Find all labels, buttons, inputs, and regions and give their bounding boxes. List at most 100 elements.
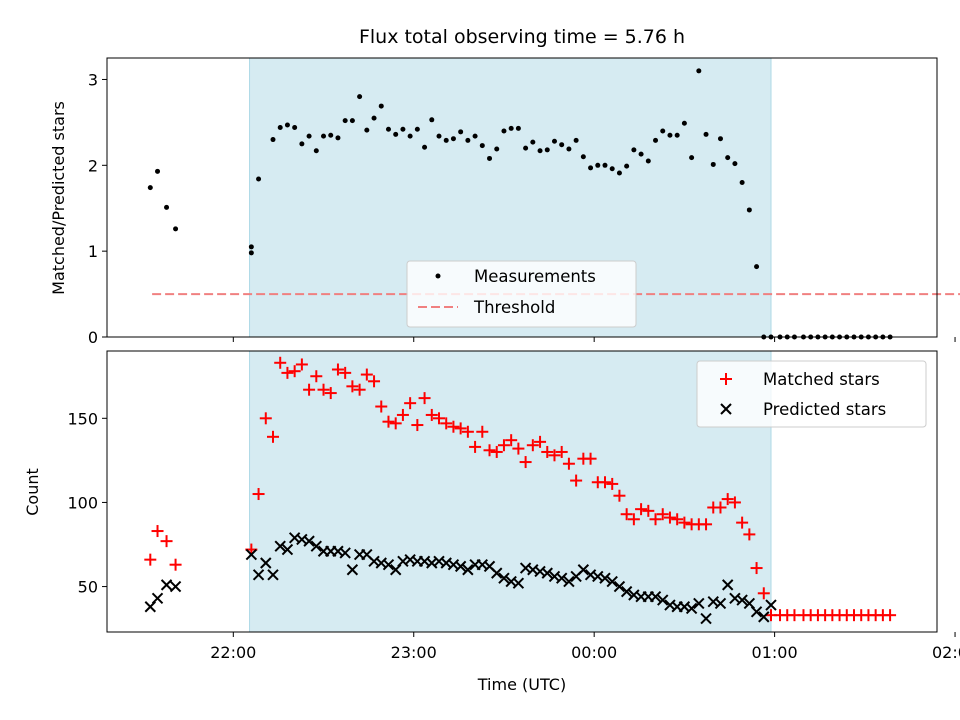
measurement-point [508,125,514,131]
predicted-stars-series [144,532,777,625]
matched-star-point [490,445,503,458]
predicted-star-point [274,540,286,552]
predicted-star-point [685,602,698,615]
matched-star-point [368,375,381,388]
measurement-point [551,138,557,144]
matched-star-point [656,508,669,521]
measurement-point [573,137,579,143]
measurement-point [487,155,493,161]
bottom-observing-interval-shade [249,350,772,633]
predicted-star-point [541,567,553,579]
measurement-point [256,176,262,182]
predicted-star-point [657,594,669,606]
matched-star-point [743,528,756,541]
matched-star-point [339,366,352,379]
matched-star-point [497,439,510,452]
matched-star-point [584,452,597,465]
matched-star-point [534,435,547,448]
predicted-star-point [693,597,705,610]
measurement-point [501,128,507,134]
bottom-y-tick-label: 100 [67,493,98,512]
measurement-point [523,145,529,151]
matched-star-point [375,400,388,413]
matched-star-point [267,430,279,443]
measurement-point [436,133,442,139]
predicted-star-point [454,560,467,573]
measurement-point [681,120,687,126]
predicted-star-point [700,612,712,625]
measurement-point [292,125,298,131]
bottom-legend-box [696,360,927,428]
bottom-x-tick-label: 23:00 [391,643,437,662]
measurement-point [385,126,391,132]
matched-star-point [252,488,265,501]
matched-star-point [151,525,164,538]
top-y-tick-label: 0 [88,328,98,347]
matched-star-point [389,417,402,430]
bottom-x-tick-label: 02:00 [932,643,960,662]
matched-star-point [310,370,323,383]
measurement-point [754,264,760,270]
matched-star-point [440,417,453,430]
measurement-point [328,132,334,138]
top-y-axis-label: Matched/Predicted stars [49,101,68,295]
predicted-star-point [765,599,777,611]
measurement-point [357,94,363,100]
predicted-star-point [267,569,279,581]
matched-star-point [663,511,676,524]
matched-star-point [447,420,460,433]
matched-star-point [411,419,424,432]
bottom-y-tick-label: 50 [78,578,98,597]
measurement-point [364,127,370,133]
legend-predicted-label: Predicted stars [763,400,886,419]
matched-star-point [736,516,749,529]
matched-star-point [288,365,301,378]
measurement-point [472,133,478,139]
bottom-x-tick-label: 00:00 [571,643,617,662]
predicted-star-point [714,597,727,610]
matched-star-point [642,504,655,517]
top-axes: 0 1 2 3 [88,70,956,347]
predicted-star-point [462,564,474,576]
x-axis-label: Time (UTC) [477,675,566,694]
bottom-x-tick-label: 01:00 [752,643,798,662]
matched-star-point [346,380,359,393]
top-legend-box [406,260,637,328]
matched-star-point [259,412,272,425]
bottom-legend: Matched stars Predicted stars [696,360,927,428]
measurement-point [155,168,161,174]
matched-star-point [884,609,897,622]
matched-star-point [613,489,626,502]
measurement-point [725,155,731,161]
predicted-star-point [620,585,633,598]
predicted-star-point [750,606,763,618]
predicted-star-point [260,557,272,569]
measurement-point [717,136,723,142]
matched-star-point [324,387,337,400]
measurement-point [602,162,608,168]
predicted-star-point [382,558,395,571]
measurement-point [422,144,428,150]
measurement-point [732,161,738,167]
measurement-point [595,162,601,168]
top-legend: Measurements Threshold [406,260,637,328]
measurement-point [696,68,702,74]
matched-star-point [678,516,691,529]
matched-star-point [396,408,409,421]
matched-star-point [295,358,308,371]
measurement-point [559,142,565,148]
matched-star-point [144,553,157,566]
matched-star-point [555,445,568,458]
matched-star-point [469,440,482,453]
measurement-point [284,122,290,128]
measurement-point [624,163,630,169]
predicted-star-point [303,535,315,547]
matched-star-point [160,535,173,548]
measurement-point [270,137,276,143]
matched-star-point [519,456,532,469]
measurement-point [313,148,319,154]
measurement-point [450,136,456,142]
measurement-point [400,126,406,132]
matched-star-point [512,442,525,455]
